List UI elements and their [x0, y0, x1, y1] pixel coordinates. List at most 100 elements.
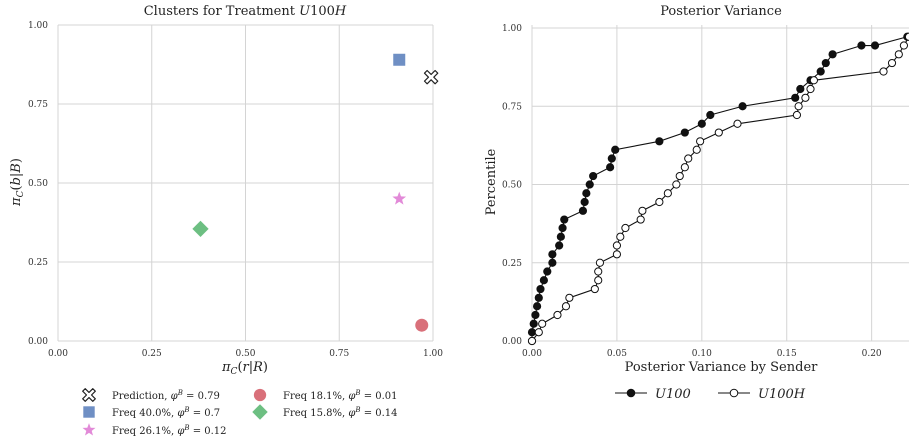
- cluster-chart-ytick: 0.50: [28, 179, 48, 189]
- series-point-u100h: [527, 336, 537, 346]
- legend-marker-u100: [626, 388, 636, 398]
- series-point-u100: [585, 180, 594, 189]
- cluster-point-prediction: [423, 69, 439, 85]
- variance-chart-xtick: 0.05: [607, 349, 627, 359]
- series-point-u100: [791, 93, 800, 102]
- series-point-u100h: [894, 50, 903, 59]
- legend-label-freq-15-8: Freq 15.8%, φB = 0.14: [283, 406, 398, 419]
- series-point-u100h: [594, 276, 603, 285]
- series-point-u100h: [887, 58, 897, 68]
- legend-marker-freq-15-8: [252, 404, 268, 420]
- legend-label-freq-40-0: Freq 40.0%, φB = 0.7: [112, 406, 220, 419]
- series-point-u100: [582, 189, 591, 198]
- legend-label-u100h: U100H: [758, 387, 806, 402]
- cluster-chart-title: Clusters for Treatment U100H: [144, 4, 347, 19]
- series-point-u100h: [680, 163, 689, 172]
- variance-chart-ytick: 0.00: [502, 337, 522, 347]
- series-line-u100: [531, 36, 908, 341]
- series-point-u100h: [565, 293, 574, 302]
- cluster-chart-xlabel: πC(r|R): [221, 360, 268, 377]
- series-point-u100h: [899, 41, 909, 50]
- cluster-chart-ytick: 1.00: [28, 21, 48, 31]
- variance-chart-legend: U100 U100H: [615, 387, 806, 402]
- variance-chart-xlabel: Posterior Variance by Sender: [625, 360, 819, 375]
- series-point-u100: [529, 319, 538, 328]
- legend-marker-freq-40-0: [83, 406, 95, 418]
- series-point-u100h: [733, 119, 742, 128]
- variance-chart-title: Posterior Variance: [660, 4, 782, 19]
- series-point-u100: [531, 310, 540, 320]
- series-point-u100h: [801, 93, 810, 102]
- legend-marker-u100h: [729, 388, 739, 398]
- series-point-u100h: [806, 84, 815, 94]
- series-point-u100: [706, 110, 715, 120]
- cluster-chart-ytick: 0.00: [28, 337, 48, 347]
- series-point-u100: [543, 267, 552, 276]
- series-point-u100h: [794, 102, 803, 111]
- cluster-point-freq-40-0: [393, 53, 406, 66]
- series-point-u100: [539, 276, 548, 285]
- variance-chart: 0.00 0.05 0.10 0.15 0.20 0.00 0.25 0.50 0.75 1.00…: [484, 4, 909, 402]
- legend-label-freq-18-1: Freq 18.1%, φB = 0.01: [283, 389, 398, 402]
- cluster-chart-grid: [57, 24, 434, 342]
- variance-chart-ytick: 0.25: [502, 259, 522, 269]
- cluster-chart-legend: Prediction, φB = 0.79 Freq 40.0%, φB = 0.…: [82, 388, 398, 437]
- variance-chart-grid: [531, 25, 909, 342]
- series-point-u100h: [675, 171, 684, 181]
- series-point-u100h: [638, 206, 647, 215]
- cluster-chart-xtick: 0.75: [329, 349, 349, 359]
- legend-label-prediction: Prediction, φB = 0.79: [112, 389, 220, 402]
- series-point-u100: [548, 250, 557, 259]
- series-point-u100: [534, 293, 543, 302]
- series-point-u100: [857, 41, 866, 50]
- series-point-u100: [548, 258, 557, 267]
- series-point-u100: [796, 84, 805, 94]
- series-point-u100h: [684, 154, 693, 163]
- series-point-u100h: [672, 180, 681, 189]
- series-point-u100h: [534, 328, 543, 337]
- series-point-u100: [607, 154, 616, 163]
- variance-chart-marks: [527, 32, 909, 346]
- series-point-u100h: [696, 137, 705, 146]
- cluster-chart-ticks: 0.00 0.25 0.50 0.75 1.00 0.00 0.25 0.50 0.75 1.00: [28, 21, 443, 359]
- series-point-u100h: [616, 232, 625, 241]
- series-point-u100h: [621, 223, 630, 233]
- cluster-chart-ylabel: πC(b|B): [9, 158, 26, 207]
- series-point-u100: [738, 102, 747, 111]
- series-point-u100h: [594, 267, 603, 276]
- cluster-chart-ytick: 0.75: [28, 100, 48, 110]
- variance-chart-xtick: 0.15: [777, 349, 797, 359]
- series-point-u100h: [879, 67, 888, 76]
- variance-chart-xtick: 0.10: [692, 349, 712, 359]
- series-point-u100: [556, 232, 565, 241]
- variance-chart-lines: [531, 36, 909, 342]
- legend-label-u100: U100: [655, 387, 691, 402]
- series-point-u100: [828, 50, 837, 59]
- series-point-u100h: [590, 284, 599, 294]
- variance-chart-ticks: 0.00 0.05 0.10 0.15 0.20 0.00 0.25 0.50 0.75 1.00: [502, 24, 882, 359]
- cluster-chart-xtick: 0.25: [142, 349, 162, 359]
- cluster-chart-ytick: 0.25: [28, 258, 48, 268]
- series-point-u100h: [538, 319, 547, 328]
- variance-chart-ytick: 0.75: [502, 102, 522, 112]
- series-point-u100h: [595, 258, 605, 267]
- series-point-u100: [536, 284, 545, 294]
- cluster-chart-xtick: 0.00: [48, 349, 68, 359]
- variance-chart-xtick: 0.20: [862, 349, 882, 359]
- series-point-u100: [821, 58, 830, 68]
- variance-chart-ytick: 1.00: [502, 24, 522, 34]
- series-point-u100h: [612, 241, 622, 250]
- variance-chart-xtick: 0.00: [522, 349, 542, 359]
- cluster-chart: 0.00 0.25 0.50 0.75 1.00 0.00 0.25 0.50 0.75 1.00…: [9, 4, 443, 437]
- series-point-u100: [816, 67, 825, 76]
- cluster-chart-marks: [192, 53, 439, 332]
- series-point-u100h: [692, 145, 701, 154]
- series-point-u100h: [663, 189, 672, 198]
- series-point-u100h: [904, 32, 909, 41]
- series-point-u100: [580, 197, 589, 207]
- series-point-u100: [611, 145, 620, 154]
- cluster-chart-xtick: 1.00: [423, 349, 443, 359]
- legend-label-freq-26-1: Freq 26.1%, φB = 0.12: [112, 424, 227, 437]
- series-point-u100h: [561, 302, 571, 311]
